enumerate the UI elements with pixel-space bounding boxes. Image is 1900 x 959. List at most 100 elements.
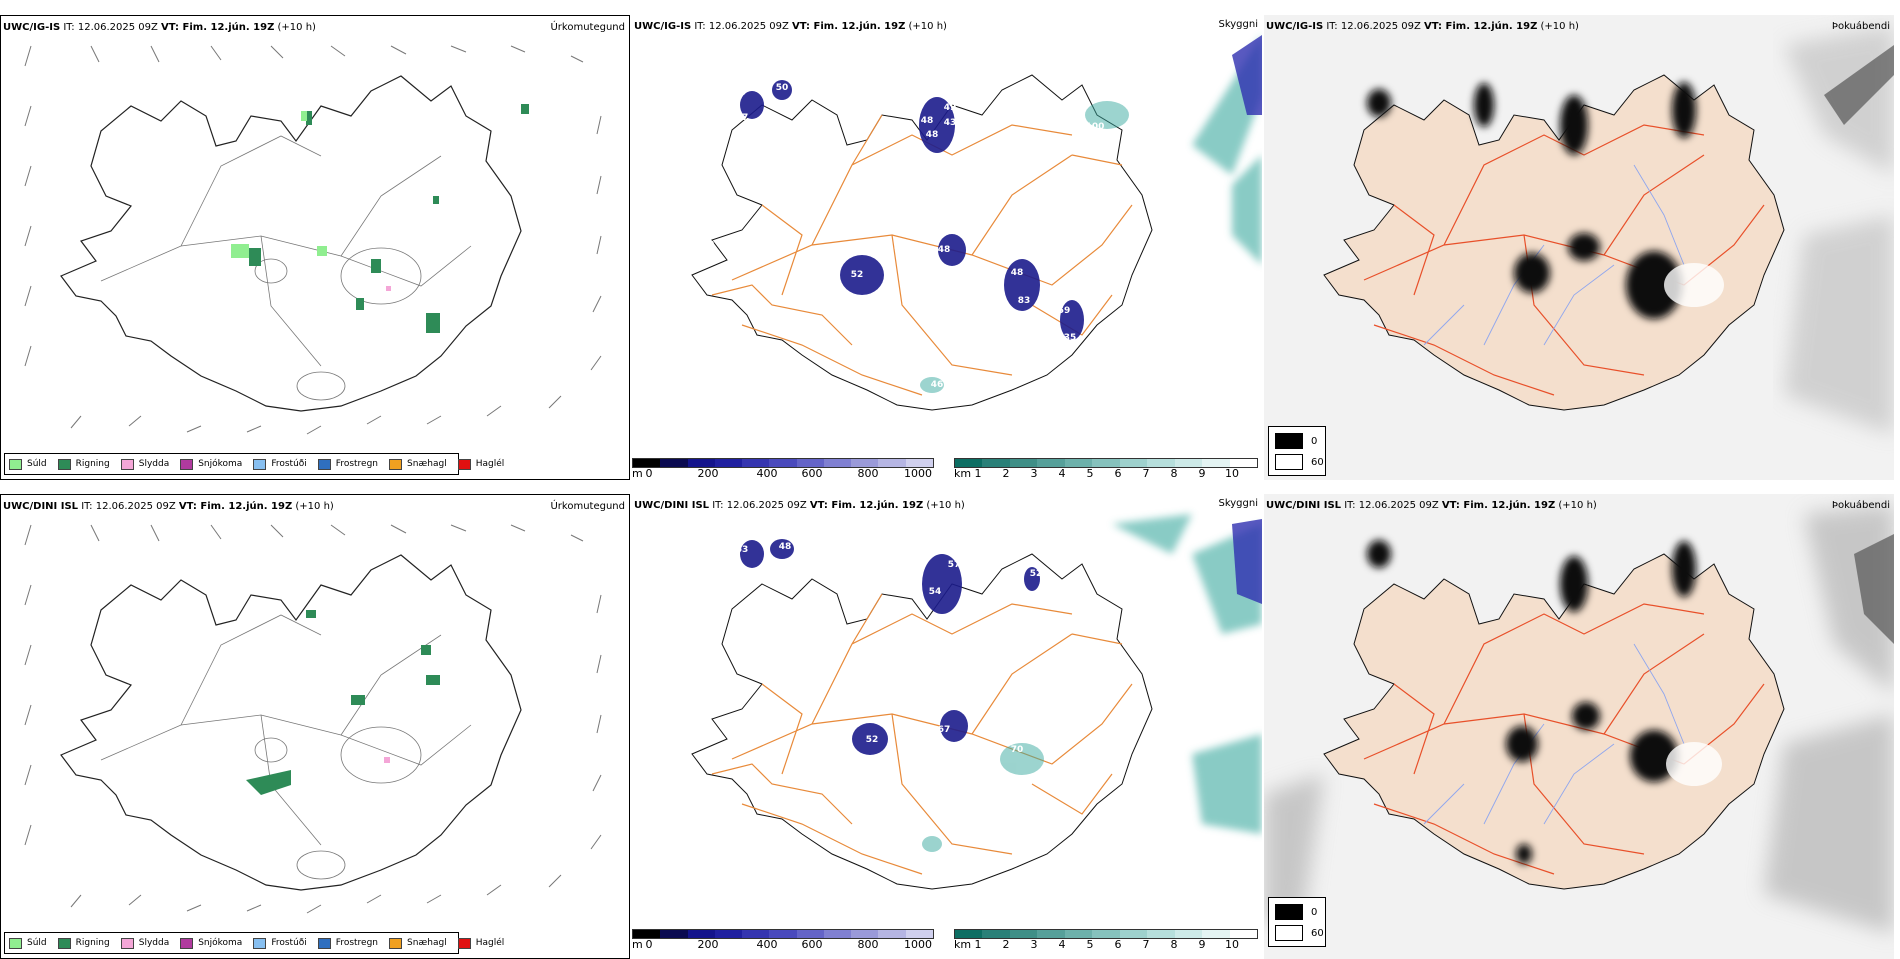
fog-key: 0 60: [1268, 426, 1326, 476]
tick-label: 1000: [904, 467, 932, 480]
cloud-ceiling-panel-1: 50 39 47 49 48 43 48 53 100 52 50 48 48 …: [632, 15, 1262, 480]
ceiling-label: 54: [929, 587, 942, 597]
ceiling-label: 43: [944, 118, 957, 128]
init-time: IT: 12.06.2025 09Z: [1323, 21, 1425, 32]
tick-label: 1: [974, 467, 982, 480]
tick-label: 1: [974, 938, 982, 951]
lead-time: (+10 h): [1555, 500, 1597, 511]
colorbar-unit: m: [632, 467, 643, 480]
tick-label: 800: [857, 467, 879, 480]
fog-key-value: 0: [1311, 435, 1318, 447]
valid-label: VT:: [161, 22, 180, 33]
ceiling-label: 50: [894, 242, 907, 252]
precip-map-1: [24, 45, 602, 435]
model-name: UWC/DINI ISL: [1266, 500, 1342, 511]
panel-variable: Úrkomutegund: [550, 22, 625, 33]
ceiling-colorbar: m 0 200 400 600 800 1000: [632, 925, 942, 951]
legend-swatch: [457, 458, 471, 470]
tick-label: 4: [1058, 467, 1066, 480]
legend-label: Snæhagl: [407, 938, 447, 948]
ceiling-value-labels: 50 39 47 49 48 43 48 53 100 52 50 48 48 …: [702, 83, 1105, 390]
tick-label: 9: [1198, 467, 1206, 480]
init-time: IT: 12.06.2025 09Z: [1341, 500, 1442, 511]
legend-swatch: [9, 458, 22, 470]
legend-label: Haglél: [475, 938, 505, 948]
legend-label: Slydda: [138, 938, 170, 948]
legend-item: Frostregn: [317, 458, 379, 470]
tick-label: 2: [1002, 467, 1010, 480]
valid-time: Fim. 12.jún. 19Z: [179, 22, 275, 33]
ceiling-label: 35: [1064, 333, 1077, 343]
valid-label: VT:: [809, 500, 828, 511]
fog-indicator-panel-1: UWC/IG-IS IT: 12.06.2025 09Z VT: Fim. 12…: [1264, 15, 1894, 480]
ceiling-label: 48: [1011, 268, 1024, 278]
tick-label: 400: [756, 938, 778, 951]
tick-label: 6: [1114, 467, 1122, 480]
ceiling-label: 50: [776, 83, 789, 93]
ceiling-label: 59: [1058, 306, 1071, 316]
ceiling-label: 100: [1086, 122, 1105, 132]
legend-swatch: [180, 458, 194, 470]
tick-label: 5: [1086, 938, 1094, 951]
tick-label: 3: [1030, 467, 1038, 480]
legend-label: Frostregn: [335, 459, 379, 469]
legend-swatch: [317, 937, 331, 949]
fog-key-row: 0: [1275, 904, 1317, 920]
lead-time: (+10 h): [923, 500, 965, 511]
ceiling-colorbar: m 0 200 400 600 800 1000: [632, 454, 942, 480]
init-time: IT: 12.06.2025 09Z: [709, 500, 810, 511]
fog-key-value: 60: [1311, 927, 1324, 939]
valid-time: Fim. 12.jún. 19Z: [196, 501, 293, 512]
legend-swatch: [57, 937, 71, 949]
legend-item: Snjókoma: [180, 937, 242, 949]
tick-label: 600: [801, 938, 823, 951]
fog-key-swatch: [1275, 925, 1303, 941]
tick-label: 2: [1002, 938, 1010, 951]
valid-label: VT:: [1424, 21, 1443, 32]
ceiling-label: 35: [1062, 812, 1075, 822]
legend-swatch: [457, 937, 471, 949]
panel-variable: Þokuábendi: [1831, 21, 1890, 32]
model-name: UWC/DINI ISL: [634, 500, 710, 511]
tick-label: 800: [857, 938, 879, 951]
legend-item: Súld: [9, 458, 47, 470]
legend-swatch: [253, 937, 267, 949]
ceiling-label: 70: [1011, 745, 1024, 755]
panel-title: UWC/IG-IS IT: 12.06.2025 09Z VT: Fim. 12…: [1266, 21, 1579, 32]
colorbar-unit: km: [954, 467, 972, 480]
tick-label: 5: [1086, 467, 1094, 480]
legend-label: Snæhagl: [407, 459, 447, 469]
fog-key-row: 60: [1275, 925, 1324, 941]
legend-swatch: [9, 937, 22, 949]
legend-label: Súld: [27, 938, 47, 948]
tick-label: 8: [1170, 467, 1178, 480]
panel-title: UWC/DINI ISL IT: 12.06.2025 09Z VT: Fim.…: [1266, 500, 1597, 511]
valid-label: VT:: [1441, 500, 1460, 511]
tick-label: 7: [1142, 467, 1150, 480]
ceiling-label: 47: [736, 113, 749, 123]
tick-label: 10: [1225, 467, 1239, 480]
visibility-colorbar: km 1 2 3 4 5 6 7 8 9 10: [954, 925, 1262, 951]
lead-time: (+10 h): [1537, 21, 1579, 32]
tick-label: 0: [645, 938, 653, 951]
ceiling-label: 46: [931, 380, 944, 390]
tick-label: 0: [645, 467, 653, 480]
legend-item: Rigning: [57, 458, 110, 470]
lead-time: (+10 h): [905, 21, 947, 32]
ceiling-label: 57: [948, 560, 961, 570]
legend-item: Slydda: [120, 937, 170, 949]
visibility-colorbar: km 1 2 3 4 5 6 7 8 9 10: [954, 454, 1262, 480]
panel-title: UWC/IG-IS IT: 12.06.2025 09Z VT: Fim. 12…: [634, 21, 947, 32]
ceiling-label: 50: [702, 240, 715, 250]
colorbar-ramp: [632, 458, 934, 468]
precip-legend: Súld Rigning Slydda Snjókoma Frostúði Fr…: [4, 932, 504, 954]
legend-label: Slydda: [138, 459, 170, 469]
panel-variable: Skyggni: [1218, 19, 1258, 30]
legend-item: Snæhagl: [389, 458, 447, 470]
valid-time: Fim. 12.jún. 19Z: [1459, 500, 1556, 511]
legend-label: Snjókoma: [198, 459, 243, 469]
colorbar-unit: m: [632, 938, 643, 951]
ceiling-label: 48: [926, 130, 939, 140]
legend-swatch: [389, 458, 403, 470]
tick-label: 9: [1198, 938, 1206, 951]
